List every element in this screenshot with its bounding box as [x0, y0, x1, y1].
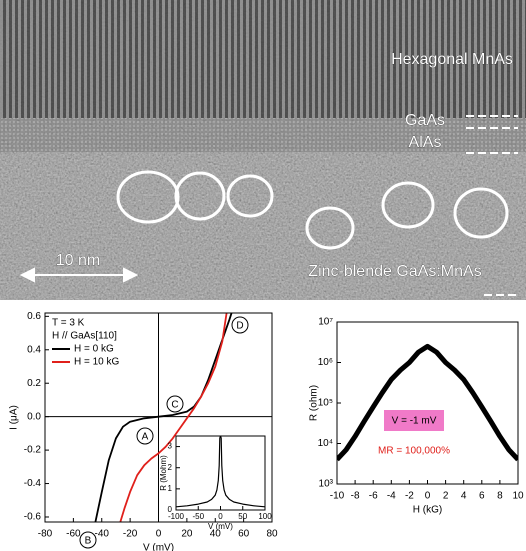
- x-tick-label: 0: [425, 491, 431, 502]
- legend-label: H = 0 kG: [74, 344, 114, 355]
- clusters: [116, 170, 509, 250]
- y-axis-label: R (ohm): [309, 385, 320, 421]
- cluster-circle: [116, 170, 180, 224]
- cluster-circle: [381, 181, 435, 229]
- y-tick-label: 0: [168, 505, 173, 514]
- plot-frame: [336, 321, 519, 485]
- x-tick-label: 2: [443, 491, 449, 502]
- marker-label: B: [85, 536, 92, 547]
- y-tick-label: -0.4: [24, 478, 42, 489]
- scale-label: 10 nm: [56, 252, 100, 269]
- x-tick-label: -4: [387, 491, 396, 502]
- x-tick-label: -20: [123, 529, 138, 540]
- y-tick-label: 10⁷: [318, 317, 333, 328]
- x-tick-label: -6: [369, 491, 378, 502]
- y-tick-label: -0.2: [24, 445, 42, 456]
- x-tick-label: 4: [461, 491, 467, 502]
- layer-label: GaAs: [405, 112, 445, 129]
- y-tick-label: 10⁵: [318, 398, 333, 409]
- x-tick-label: 50: [238, 512, 247, 521]
- y-tick-label: 0.6: [27, 311, 41, 322]
- y-tick-label: 0.4: [27, 344, 41, 355]
- y-tick-label: 0.0: [27, 411, 41, 422]
- data-line: [176, 436, 265, 508]
- marker-circle: [166, 395, 184, 413]
- annotation: H // GaAs[110]: [52, 331, 117, 342]
- x-tick-label: 0: [218, 512, 223, 521]
- cluster-circle: [226, 174, 274, 218]
- x-axis-label: H (kG): [413, 505, 442, 516]
- scale-arrows: [19, 267, 139, 283]
- inset-background: [176, 436, 265, 510]
- scale-bar: [19, 267, 139, 283]
- x-axis-label: V (mV): [143, 543, 174, 551]
- cluster-circle: [305, 206, 355, 250]
- x-tick-label: 8: [497, 491, 503, 502]
- x-tick-label: -2: [405, 491, 414, 502]
- x-tick-label: -80: [38, 529, 53, 540]
- y-tick-label: 10⁴: [318, 438, 333, 449]
- layer-label: Zinc-blende GaAs:MnAs: [308, 263, 481, 280]
- x-tick-label: 6: [479, 491, 485, 502]
- x-tick-label: -100: [168, 512, 185, 521]
- data-line: [119, 313, 228, 522]
- layer-markers: [466, 115, 518, 296]
- mnas-layer: [0, 0, 526, 118]
- marker-label: D: [236, 321, 243, 332]
- tem-image: 10 nm Hexagonal MnAs GaAs AlAs Zinc-blen…: [0, 0, 526, 300]
- plot-frame: [44, 312, 273, 523]
- annotation: V = -1 mV: [392, 416, 437, 427]
- y-tick-label: 2: [168, 463, 173, 472]
- x-tick-label: 100: [258, 512, 272, 521]
- x-axis-label: V (mV): [208, 522, 233, 531]
- marker-label: C: [171, 400, 178, 411]
- layer-label: AlAs: [409, 134, 442, 151]
- annotation: T = 3 K: [52, 318, 85, 329]
- x-tick-label: 40: [210, 529, 222, 540]
- marker-label: A: [142, 432, 149, 443]
- data-line: [337, 343, 518, 462]
- x-tick-label: -8: [351, 491, 360, 502]
- x-tick-label: 20: [181, 529, 193, 540]
- layer-label: Hexagonal MnAs: [391, 51, 513, 68]
- annotation: MR = 100,000%: [378, 446, 450, 457]
- y-tick-label: 1: [168, 484, 173, 493]
- x-tick-label: -60: [66, 529, 81, 540]
- legend-label: H = 10 kG: [74, 357, 120, 368]
- x-tick-label: -50: [192, 512, 204, 521]
- x-tick-label: 80: [266, 529, 278, 540]
- x-tick-label: -40: [95, 529, 110, 540]
- y-tick-label: 0.2: [27, 378, 41, 389]
- gaas-alas-layer: [0, 118, 526, 152]
- annotation-box: [384, 410, 444, 431]
- x-tick-label: -10: [330, 491, 345, 502]
- x-tick-label: 10: [512, 491, 524, 502]
- y-axis-label: R (Mohm): [159, 455, 168, 491]
- y-tick-label: 3: [168, 442, 173, 451]
- marker-circle: [231, 316, 249, 334]
- y-axis-label: I (μA): [9, 405, 20, 430]
- marker-circle: [136, 427, 154, 445]
- data-line: [94, 313, 233, 522]
- cluster-circle: [174, 171, 226, 221]
- x-tick-label: 0: [156, 529, 162, 540]
- x-tick-label: 60: [238, 529, 250, 540]
- plot-frame: [175, 435, 266, 511]
- y-tick-label: 10³: [319, 479, 334, 490]
- y-tick-label: -0.6: [24, 512, 42, 523]
- y-tick-label: 10⁶: [318, 357, 333, 368]
- cluster-circle: [453, 187, 509, 239]
- marker-circle: [79, 531, 97, 549]
